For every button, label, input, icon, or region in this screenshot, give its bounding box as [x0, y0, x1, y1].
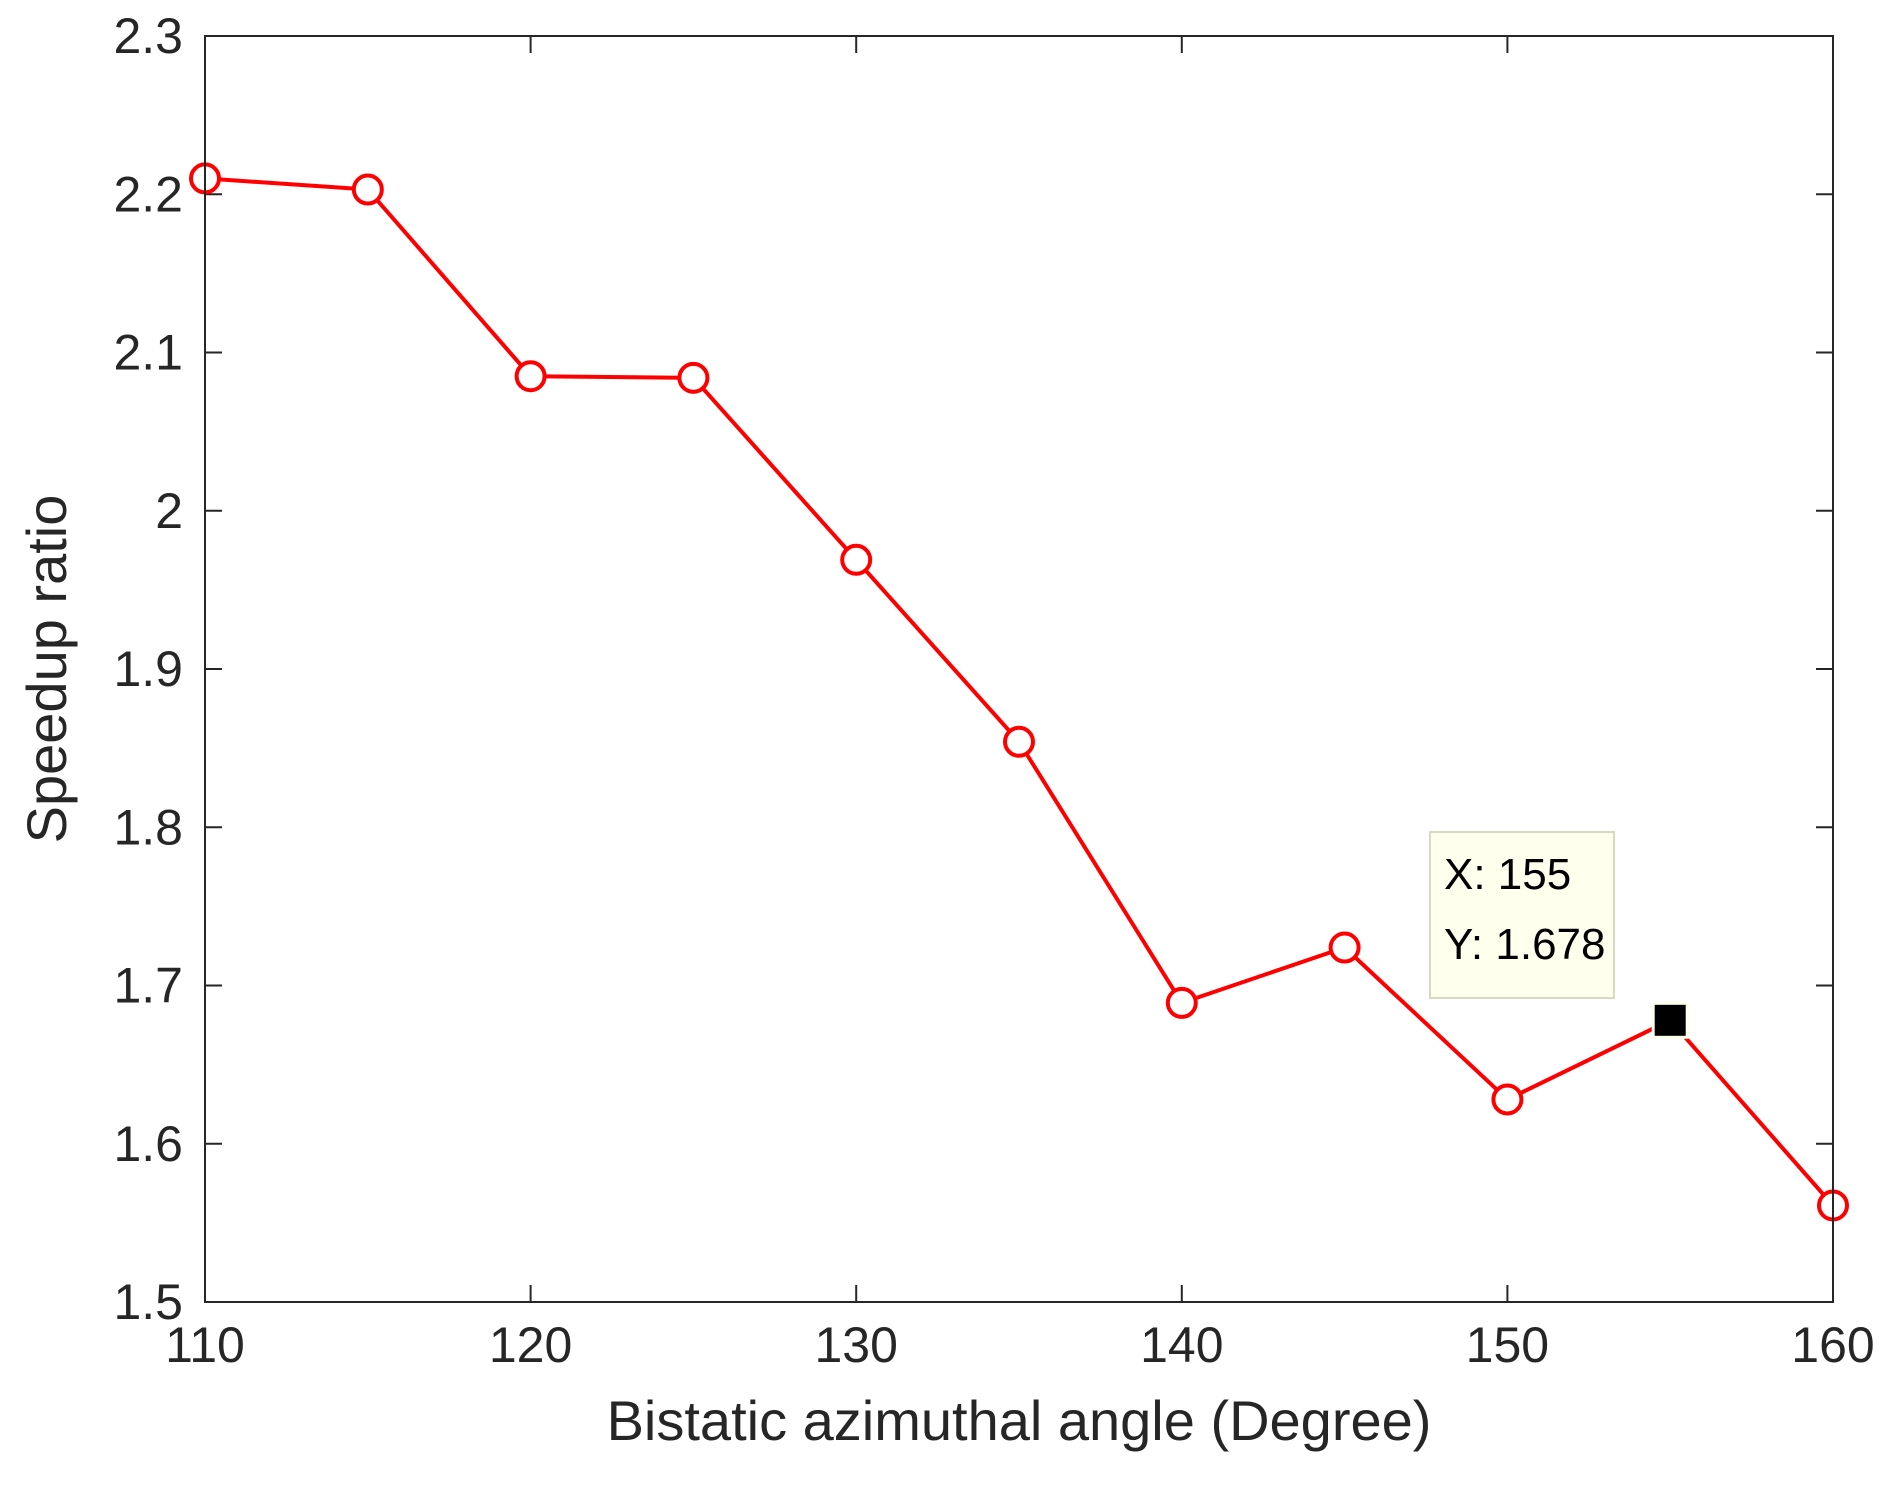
data-point[interactable] — [514, 360, 547, 393]
data-point[interactable] — [840, 543, 873, 576]
data-point[interactable] — [1003, 725, 1035, 758]
tick-labels-layer: 110 120 130 140 150 160 1.5 1.6 1.7 1.8 1.9 2 2.1 2.2… — [113, 8, 1874, 1373]
data-point[interactable] — [1165, 986, 1198, 1019]
series-layer — [189, 162, 1849, 1222]
y-tick-label: 2.2 — [113, 166, 183, 222]
axes-box — [204, 35, 1834, 1303]
y-tick-label: 2.1 — [113, 325, 183, 381]
x-tick-label: 160 — [1791, 1317, 1874, 1373]
x-tick-label: 110 — [165, 1317, 245, 1373]
datatip-layer: X: 155 Y: 1.678 — [1429, 831, 1689, 1039]
y-axis-title: Speedup ratio — [15, 495, 78, 844]
datatip-y-text: Y: 1.678 — [1444, 920, 1605, 969]
datatip-marker[interactable] — [1651, 1001, 1689, 1039]
data-point[interactable] — [1491, 1083, 1524, 1116]
data-point[interactable] — [677, 361, 710, 394]
y-tick-label: 1.8 — [113, 799, 183, 855]
x-tick-label: 120 — [489, 1317, 572, 1373]
x-tick-label: 140 — [1140, 1317, 1223, 1373]
x-tick-label: 150 — [1466, 1317, 1549, 1373]
ticks-layer — [204, 35, 1834, 1303]
datatip-box — [1429, 831, 1615, 999]
y-tick-label: 1.6 — [113, 1116, 183, 1172]
y-tick-label: 1.7 — [113, 958, 183, 1014]
series-line — [204, 176, 1835, 1207]
y-tick-label: 2.3 — [113, 8, 183, 64]
y-tick-label: 1.9 — [113, 641, 183, 697]
x-tick-label: 130 — [814, 1317, 897, 1373]
data-point[interactable] — [1328, 931, 1361, 964]
y-tick-label: 1.5 — [113, 1274, 183, 1330]
y-tick-label: 2 — [155, 483, 183, 539]
x-axis-title: Bistatic azimuthal angle (Degree) — [607, 1389, 1432, 1452]
data-point[interactable] — [351, 173, 384, 206]
datatip-x-text: X: 155 — [1444, 850, 1571, 899]
